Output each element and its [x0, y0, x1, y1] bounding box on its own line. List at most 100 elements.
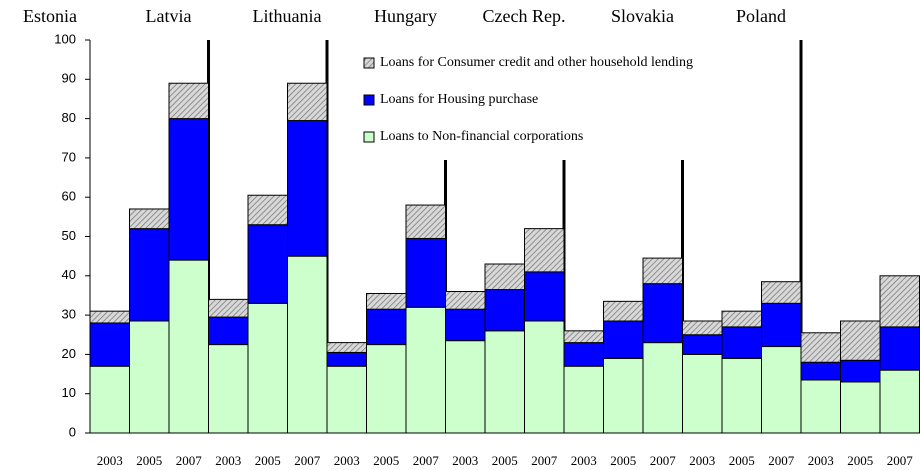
y-tick-label: 10	[62, 385, 76, 400]
bar-segment	[603, 357, 644, 434]
bar-segment	[800, 361, 841, 381]
group-label: Latvia	[146, 6, 192, 26]
bar-segment	[445, 340, 486, 434]
y-tick-label: 70	[62, 149, 76, 164]
bar-segment	[761, 346, 802, 434]
bar-segment	[405, 306, 446, 434]
bar-segment	[326, 351, 367, 367]
y-tick-label: 60	[62, 189, 76, 204]
bar-segment	[247, 224, 288, 304]
bar-segment	[208, 316, 249, 346]
x-tick-label: 2007	[768, 453, 795, 468]
bar-segment	[800, 379, 841, 434]
legend-box	[355, 40, 785, 160]
x-tick-label: 2005	[373, 453, 399, 468]
bar-segment	[208, 298, 249, 318]
x-tick-label: 2003	[808, 453, 834, 468]
legend-label: Loans for Housing purchase	[380, 92, 538, 107]
bar-segment	[366, 344, 407, 434]
x-tick-label: 2007	[531, 453, 558, 468]
x-tick-label: 2003	[571, 453, 597, 468]
bar-segment	[840, 381, 881, 434]
group-label: Poland	[736, 6, 786, 26]
bar-segment	[208, 344, 249, 434]
x-tick-label: 2007	[887, 453, 914, 468]
x-tick-label: 2003	[689, 453, 715, 468]
bar-segment	[287, 82, 328, 122]
x-tick-label: 2007	[650, 453, 677, 468]
bar-segment	[247, 302, 288, 434]
bar-segment	[287, 120, 328, 257]
x-tick-label: 2003	[334, 453, 360, 468]
bar-segment	[682, 353, 723, 434]
bar-segment	[89, 322, 130, 367]
bar-segment	[721, 310, 762, 328]
x-tick-label: 2005	[610, 453, 636, 468]
bar-segment	[642, 257, 683, 285]
bar-segment	[89, 365, 130, 434]
bar-segment	[563, 342, 604, 367]
y-tick-label: 20	[62, 346, 76, 361]
y-tick-label: 90	[62, 71, 76, 86]
bar-segment	[603, 320, 644, 359]
bar-segment	[89, 310, 130, 324]
bar-segment	[800, 332, 841, 363]
bar-segment	[168, 82, 209, 120]
bar-segment	[445, 291, 486, 310]
bar-segment	[129, 208, 170, 230]
x-tick-label: 2005	[136, 453, 162, 468]
y-tick-label: 40	[62, 267, 76, 282]
y-tick-label: 100	[54, 31, 76, 46]
bar-segment	[129, 320, 170, 434]
bar-segment	[840, 320, 881, 361]
y-tick-label: 0	[69, 424, 76, 439]
bar-segment	[682, 334, 723, 355]
bar-segment	[879, 275, 920, 328]
bar-segment	[405, 237, 446, 308]
x-tick-label: 2005	[729, 453, 755, 468]
legend-label: Loans for Consumer credit and other hous…	[380, 55, 693, 70]
bar-segment	[405, 204, 446, 239]
x-tick-label: 2003	[215, 453, 241, 468]
bar-segment	[603, 300, 644, 322]
y-tick-label: 80	[62, 110, 76, 125]
bar-segment	[524, 271, 565, 322]
bar-segment	[563, 330, 604, 344]
group-label: Estonia	[23, 6, 77, 26]
bar-segment	[642, 342, 683, 434]
x-tick-label: 2005	[847, 453, 873, 468]
bar-segment	[721, 357, 762, 434]
bar-segment	[879, 326, 920, 371]
bar-segment	[484, 289, 525, 332]
x-tick-label: 2007	[294, 453, 321, 468]
x-tick-label: 2003	[97, 453, 123, 468]
y-tick-label: 30	[62, 307, 76, 322]
x-tick-label: 2003	[452, 453, 478, 468]
x-tick-label: 2007	[176, 453, 203, 468]
legend-swatch	[363, 57, 375, 69]
bar-segment	[366, 308, 407, 346]
bar-segment	[761, 302, 802, 348]
bar-segment	[326, 342, 367, 353]
bar-segment	[129, 228, 170, 322]
group-label: Hungary	[374, 6, 437, 26]
x-tick-label: 2005	[255, 453, 281, 468]
bar-segment	[445, 308, 486, 342]
group-label: Czech Rep.	[483, 6, 566, 26]
legend-swatch	[363, 94, 375, 106]
bar-segment	[682, 320, 723, 336]
x-tick-label: 2005	[492, 453, 518, 468]
bar-segment	[168, 118, 209, 261]
bar-segment	[563, 365, 604, 434]
y-tick-label: 50	[62, 228, 76, 243]
bar-segment	[366, 292, 407, 310]
group-label: Slovakia	[611, 6, 674, 26]
legend-label: Loans to Non-financial corporations	[380, 129, 583, 144]
x-tick-label: 2007	[413, 453, 440, 468]
bar-segment	[484, 330, 525, 434]
bar-segment	[879, 369, 920, 434]
bar-segment	[840, 359, 881, 383]
bar-segment	[287, 255, 328, 434]
bar-segment	[524, 228, 565, 273]
